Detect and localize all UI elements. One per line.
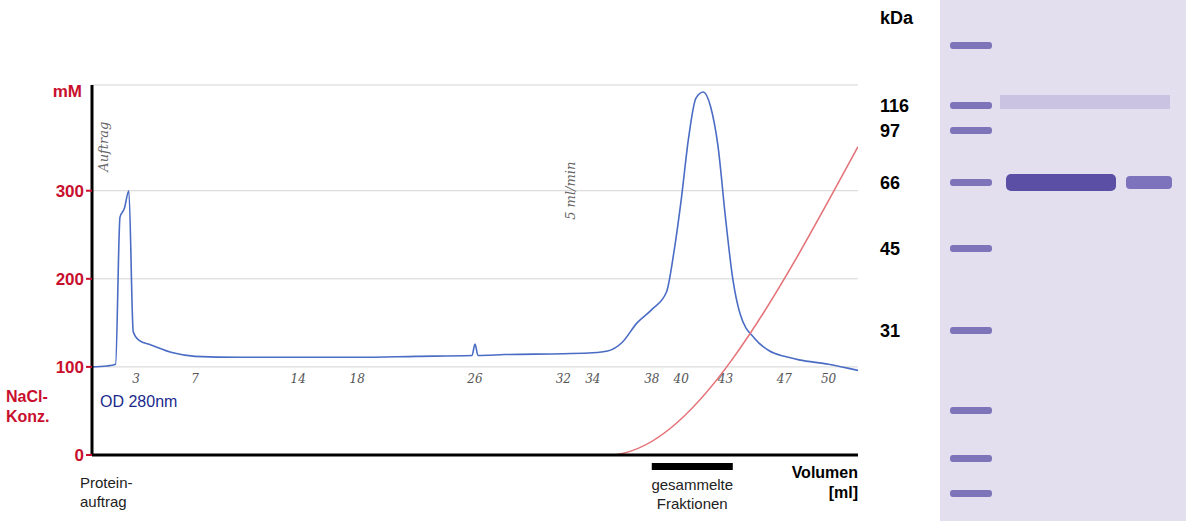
svg-text:0: 0 xyxy=(75,446,84,465)
svg-text:32: 32 xyxy=(556,372,571,386)
svg-text:300: 300 xyxy=(56,182,84,201)
svg-text:mM: mM xyxy=(53,82,82,101)
svg-text:31: 31 xyxy=(880,321,900,341)
svg-text:Auftrag: Auftrag xyxy=(96,122,111,173)
svg-text:34: 34 xyxy=(585,372,600,386)
svg-text:3: 3 xyxy=(132,372,140,386)
svg-text:7: 7 xyxy=(191,372,199,386)
svg-text:116: 116 xyxy=(880,96,909,116)
svg-text:5 ml/min: 5 ml/min xyxy=(563,162,578,220)
svg-text:200: 200 xyxy=(56,270,84,289)
svg-text:Protein-: Protein- xyxy=(80,474,133,491)
svg-text:14: 14 xyxy=(291,372,306,386)
svg-text:Fraktionen: Fraktionen xyxy=(657,495,728,512)
svg-text:97: 97 xyxy=(880,121,900,141)
svg-text:38: 38 xyxy=(644,372,660,386)
svg-text:18: 18 xyxy=(350,372,366,386)
svg-text:OD 280nm: OD 280nm xyxy=(100,393,177,410)
svg-text:gesammelte: gesammelte xyxy=(651,476,733,493)
svg-text:kDa: kDa xyxy=(880,8,914,28)
svg-text:26: 26 xyxy=(466,372,483,386)
svg-text:Volumen: Volumen xyxy=(792,464,858,481)
svg-text:NaCl-: NaCl- xyxy=(6,388,48,405)
svg-text:66: 66 xyxy=(880,173,900,193)
svg-text:45: 45 xyxy=(880,239,900,259)
svg-text:[ml]: [ml] xyxy=(829,484,858,501)
svg-text:auftrag: auftrag xyxy=(80,493,127,510)
svg-text:40: 40 xyxy=(673,372,690,386)
svg-text:Konz.: Konz. xyxy=(6,408,50,425)
svg-text:100: 100 xyxy=(56,358,84,377)
svg-text:47: 47 xyxy=(776,372,793,386)
svg-text:50: 50 xyxy=(821,372,837,386)
svg-text:43: 43 xyxy=(717,372,734,386)
